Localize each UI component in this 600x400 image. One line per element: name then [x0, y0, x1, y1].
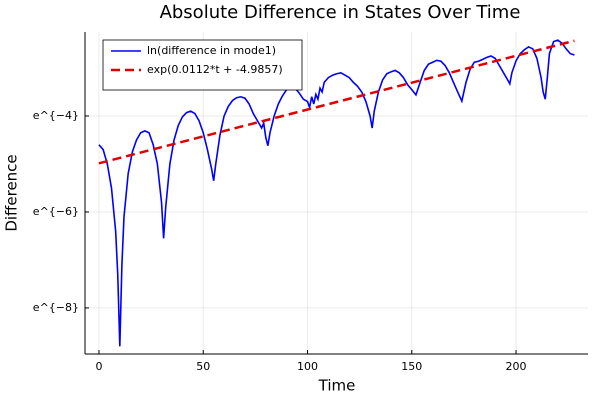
x-axis-label: Time: [318, 377, 356, 395]
x-tick-label: 150: [401, 360, 422, 373]
x-tick-label: 100: [297, 360, 318, 373]
y-tick-label: e^{−8}: [33, 301, 79, 314]
x-tick-label: 200: [506, 360, 527, 373]
y-tick-label: e^{−6}: [33, 205, 79, 218]
legend-label: ln(difference in mode1): [147, 44, 276, 57]
series-line: [98, 39, 575, 165]
y-tick-label: e^{−4}: [33, 109, 79, 122]
x-tick-label: 0: [95, 360, 102, 373]
legend-label: exp(0.0112*t + -4.9857): [147, 63, 283, 76]
chart-title: Absolute Difference in States Over Time: [160, 2, 521, 23]
series-line: [98, 39, 575, 347]
y-axis-label: Difference: [3, 154, 21, 231]
x-tick-label: 50: [196, 360, 210, 373]
legend-box: [102, 39, 303, 91]
